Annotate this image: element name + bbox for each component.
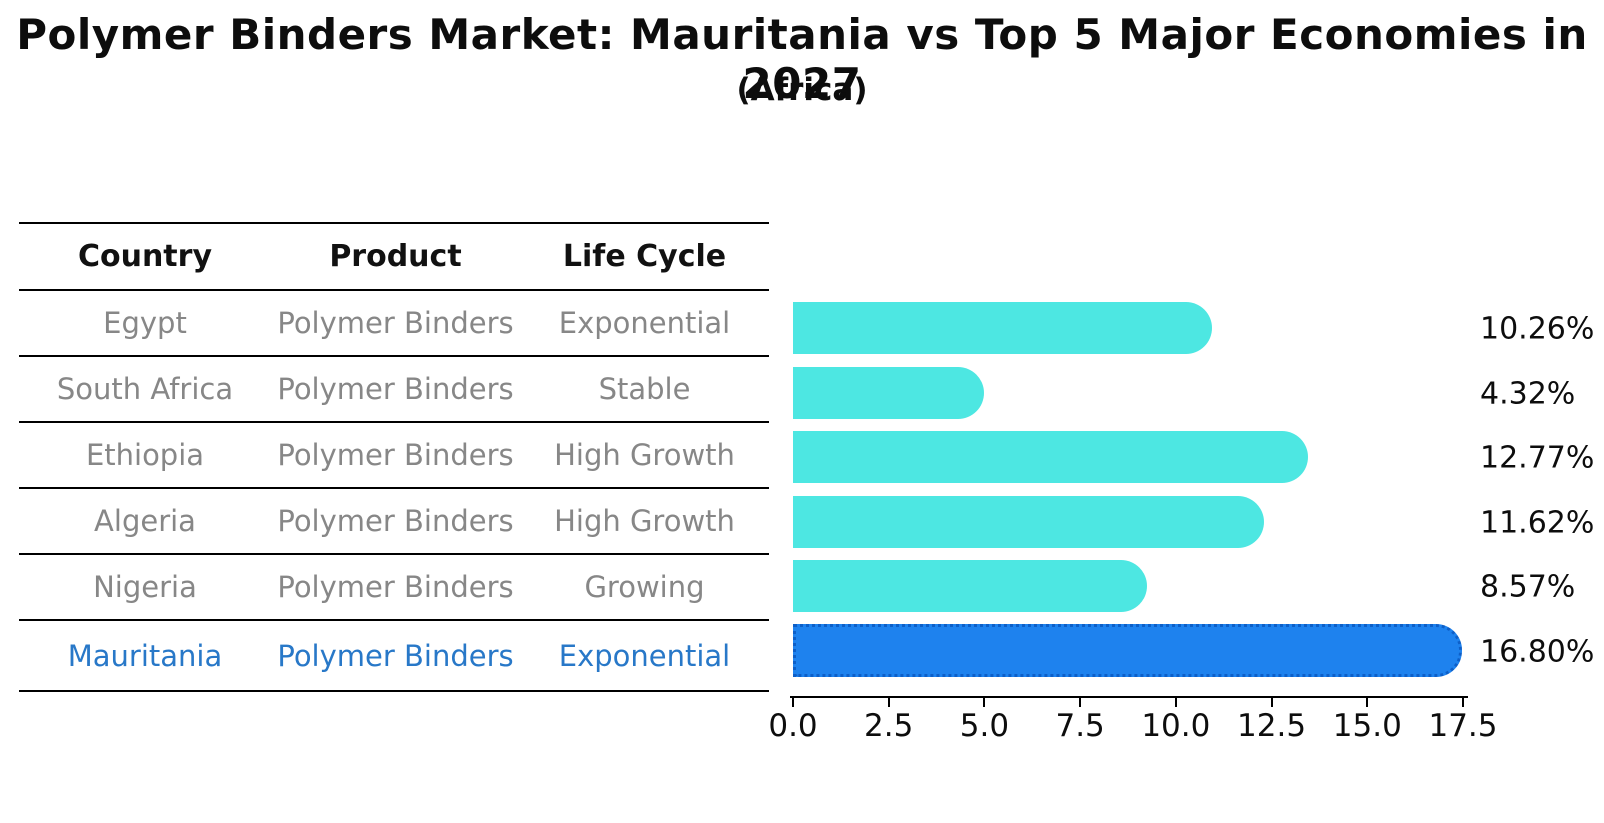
country-cell: Nigeria bbox=[93, 570, 197, 604]
life-cycle-cell: High Growth bbox=[554, 504, 735, 538]
life-cycle-cell: Exponential bbox=[558, 306, 731, 340]
tick-mark bbox=[1079, 698, 1082, 707]
table-header-row: Country Product Life Cycle bbox=[19, 224, 769, 291]
chart-title: Polymer Binders Market: Mauritania vs To… bbox=[16, 10, 1588, 108]
chart-subtitle: (Africa) bbox=[736, 72, 868, 108]
product-cell: Polymer Binders bbox=[277, 438, 514, 472]
tick-label: 5.0 bbox=[959, 708, 1010, 744]
x-axis-line bbox=[790, 696, 1468, 698]
column-header-country: Country bbox=[77, 239, 213, 274]
product-cell: Polymer Binders bbox=[277, 372, 514, 406]
table-row-nigeria: Nigeria Polymer Binders Growing bbox=[19, 555, 769, 621]
country-cell: Ethiopia bbox=[85, 438, 205, 472]
tick-label: 7.5 bbox=[1055, 708, 1105, 744]
product-cell: Polymer Binders bbox=[277, 570, 514, 604]
tick-mark bbox=[792, 698, 794, 707]
bar-mauritania-highlight bbox=[793, 624, 1463, 677]
country-cell: Egypt bbox=[103, 306, 187, 340]
country-cell: Mauritania bbox=[67, 638, 223, 673]
tick-label: 17.5 bbox=[1428, 708, 1498, 744]
tick-label: 15.0 bbox=[1332, 708, 1402, 744]
bar-egypt bbox=[793, 302, 1212, 354]
value-label-egypt: 10.26% bbox=[1480, 311, 1595, 347]
life-cycle-cell: High Growth bbox=[554, 438, 735, 472]
value-label-south-africa: 4.32% bbox=[1480, 376, 1576, 412]
column-header-life-cycle: Life Cycle bbox=[562, 239, 727, 274]
tick-label: 10.0 bbox=[1141, 708, 1211, 744]
tick-mark bbox=[1366, 698, 1369, 707]
product-cell: Polymer Binders bbox=[277, 306, 514, 340]
bar-algeria bbox=[793, 496, 1264, 548]
bar-ethiopia bbox=[793, 431, 1308, 483]
value-label-nigeria: 8.57% bbox=[1480, 569, 1576, 605]
product-cell: Polymer Binders bbox=[277, 638, 514, 673]
tick-mark bbox=[1270, 698, 1273, 707]
table-row-south-africa: South Africa Polymer Binders Stable bbox=[19, 357, 769, 423]
tick-label: 12.5 bbox=[1237, 708, 1307, 744]
value-label-ethiopia: 12.77% bbox=[1480, 440, 1595, 476]
bar-nigeria bbox=[793, 560, 1148, 612]
tick-mark bbox=[983, 698, 986, 707]
country-table: Country Product Life Cycle Egypt Polymer… bbox=[19, 222, 769, 692]
table-row-algeria: Algeria Polymer Binders High Growth bbox=[19, 489, 769, 555]
table-row-egypt: Egypt Polymer Binders Exponential bbox=[19, 291, 769, 357]
life-cycle-cell: Stable bbox=[598, 372, 691, 406]
value-label-algeria: 11.62% bbox=[1480, 505, 1595, 541]
country-cell: Algeria bbox=[94, 504, 196, 538]
value-label-mauritania: 16.80% bbox=[1480, 634, 1595, 670]
life-cycle-cell: Growing bbox=[584, 570, 705, 604]
country-cell: South Africa bbox=[56, 372, 234, 406]
tick-label: 0.0 bbox=[768, 708, 818, 744]
table-row-ethiopia: Ethiopia Polymer Binders High Growth bbox=[19, 423, 769, 489]
table-row-mauritania: Mauritania Polymer Binders Exponential bbox=[19, 621, 769, 692]
x-axis-ticks: 0.0 2.5 5.0 7.5 10.0 12.5 15.0 17.5 bbox=[768, 696, 1498, 756]
tick-label: 2.5 bbox=[864, 708, 914, 744]
tick-mark bbox=[887, 698, 890, 707]
tick-mark bbox=[1462, 698, 1464, 707]
product-cell: Polymer Binders bbox=[277, 504, 514, 538]
column-header-product: Product bbox=[329, 239, 462, 274]
bar-south-africa bbox=[793, 367, 985, 419]
life-cycle-cell: Exponential bbox=[558, 638, 731, 673]
tick-mark bbox=[1174, 698, 1177, 707]
